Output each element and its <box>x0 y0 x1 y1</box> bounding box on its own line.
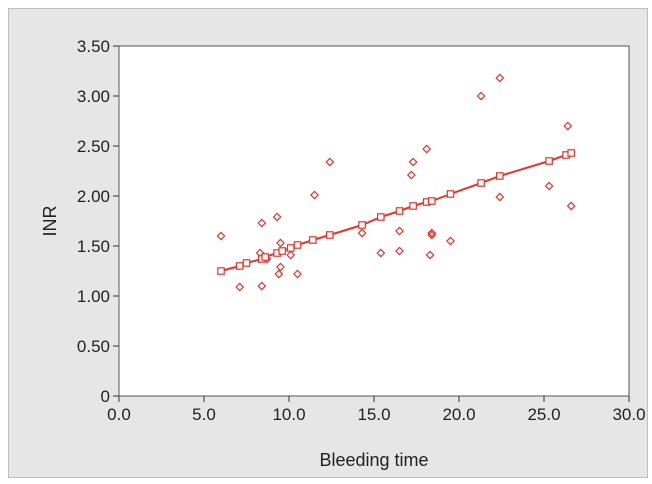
y-tick-label: 3.50 <box>77 37 110 56</box>
x-tick-label: 0.0 <box>107 405 131 424</box>
data-point-diamond <box>293 269 302 279</box>
y-tick-label: 1.00 <box>77 287 110 306</box>
data-point-diamond <box>257 218 267 228</box>
y-axis-title: INR <box>40 206 60 237</box>
data-point-diamond <box>376 248 386 258</box>
fitted-point-square <box>496 172 504 180</box>
data-point-diamond <box>544 181 554 191</box>
fitted-point-square <box>309 236 317 244</box>
data-point-diamond <box>422 144 432 154</box>
data-point-diamond <box>274 269 284 279</box>
data-point-diamond <box>257 281 267 291</box>
axes: 0 0.50 1.00 1.50 2.00 2.50 3.00 3.50 0.0 5.0 10.0 1… <box>77 37 646 424</box>
x-tick-label: 20.0 <box>442 405 475 424</box>
data-point-diamond <box>235 282 245 292</box>
fitted-point-square <box>567 149 576 157</box>
fitted-point-square <box>395 207 404 215</box>
data-point-diamond <box>276 238 285 248</box>
data-point-diamond <box>566 201 576 211</box>
data-point-diamond <box>408 157 418 167</box>
data-point-diamond <box>276 262 285 272</box>
plot-area <box>118 45 630 397</box>
data-point-diamond <box>310 190 319 200</box>
data-point-diamond <box>406 170 416 180</box>
data-point-diamond <box>272 212 282 222</box>
x-tick-label: 30.0 <box>612 405 645 424</box>
data-point-diamond <box>357 228 367 238</box>
data-point-diamond <box>395 246 404 256</box>
fitted-point-square <box>217 267 225 275</box>
fitted-point-square <box>409 202 417 210</box>
data-point-diamond <box>563 121 573 131</box>
y-tick-label: 2.50 <box>77 137 110 156</box>
data-point-diamond <box>395 226 404 236</box>
fitted-point-square <box>545 157 553 165</box>
y-tick-label: 0 <box>101 387 110 406</box>
fitted-point-square <box>242 259 251 267</box>
markers <box>216 73 576 292</box>
data-point-diamond <box>495 192 505 202</box>
fitted-point-square <box>286 244 295 252</box>
data-point-diamond <box>495 73 505 83</box>
x-tick-label: 25.0 <box>527 405 560 424</box>
fitted-point-square <box>326 231 334 239</box>
y-tick-label: 0.50 <box>77 337 110 356</box>
data-point-diamond <box>425 250 435 260</box>
data-point-diamond <box>325 157 335 167</box>
fitted-point-square <box>278 247 287 255</box>
x-axis-title: Bleeding time <box>319 450 428 470</box>
y-tick-label: 1.50 <box>77 237 110 256</box>
y-tick-label: 3.00 <box>77 87 110 106</box>
fitted-point-square <box>261 253 270 261</box>
data-point-diamond <box>476 91 486 101</box>
data-point-diamond <box>446 236 455 246</box>
fitted-point-square <box>235 262 244 270</box>
y-tick-label: 2.00 <box>77 187 110 206</box>
data-point-diamond <box>286 250 296 260</box>
fitted-point-square <box>477 179 485 187</box>
fitted-point-square <box>377 213 385 221</box>
fitted-point-square <box>358 221 366 229</box>
x-tick-label: 5.0 <box>192 405 216 424</box>
data-point-diamond <box>216 231 226 241</box>
data-point-diamond <box>427 228 437 238</box>
x-tick-label: 15.0 <box>357 405 390 424</box>
fitted-point-square <box>428 197 436 205</box>
x-tick-label: 10.0 <box>272 405 305 424</box>
fitted-point-square <box>446 190 455 198</box>
fitted-point-square <box>293 241 302 249</box>
